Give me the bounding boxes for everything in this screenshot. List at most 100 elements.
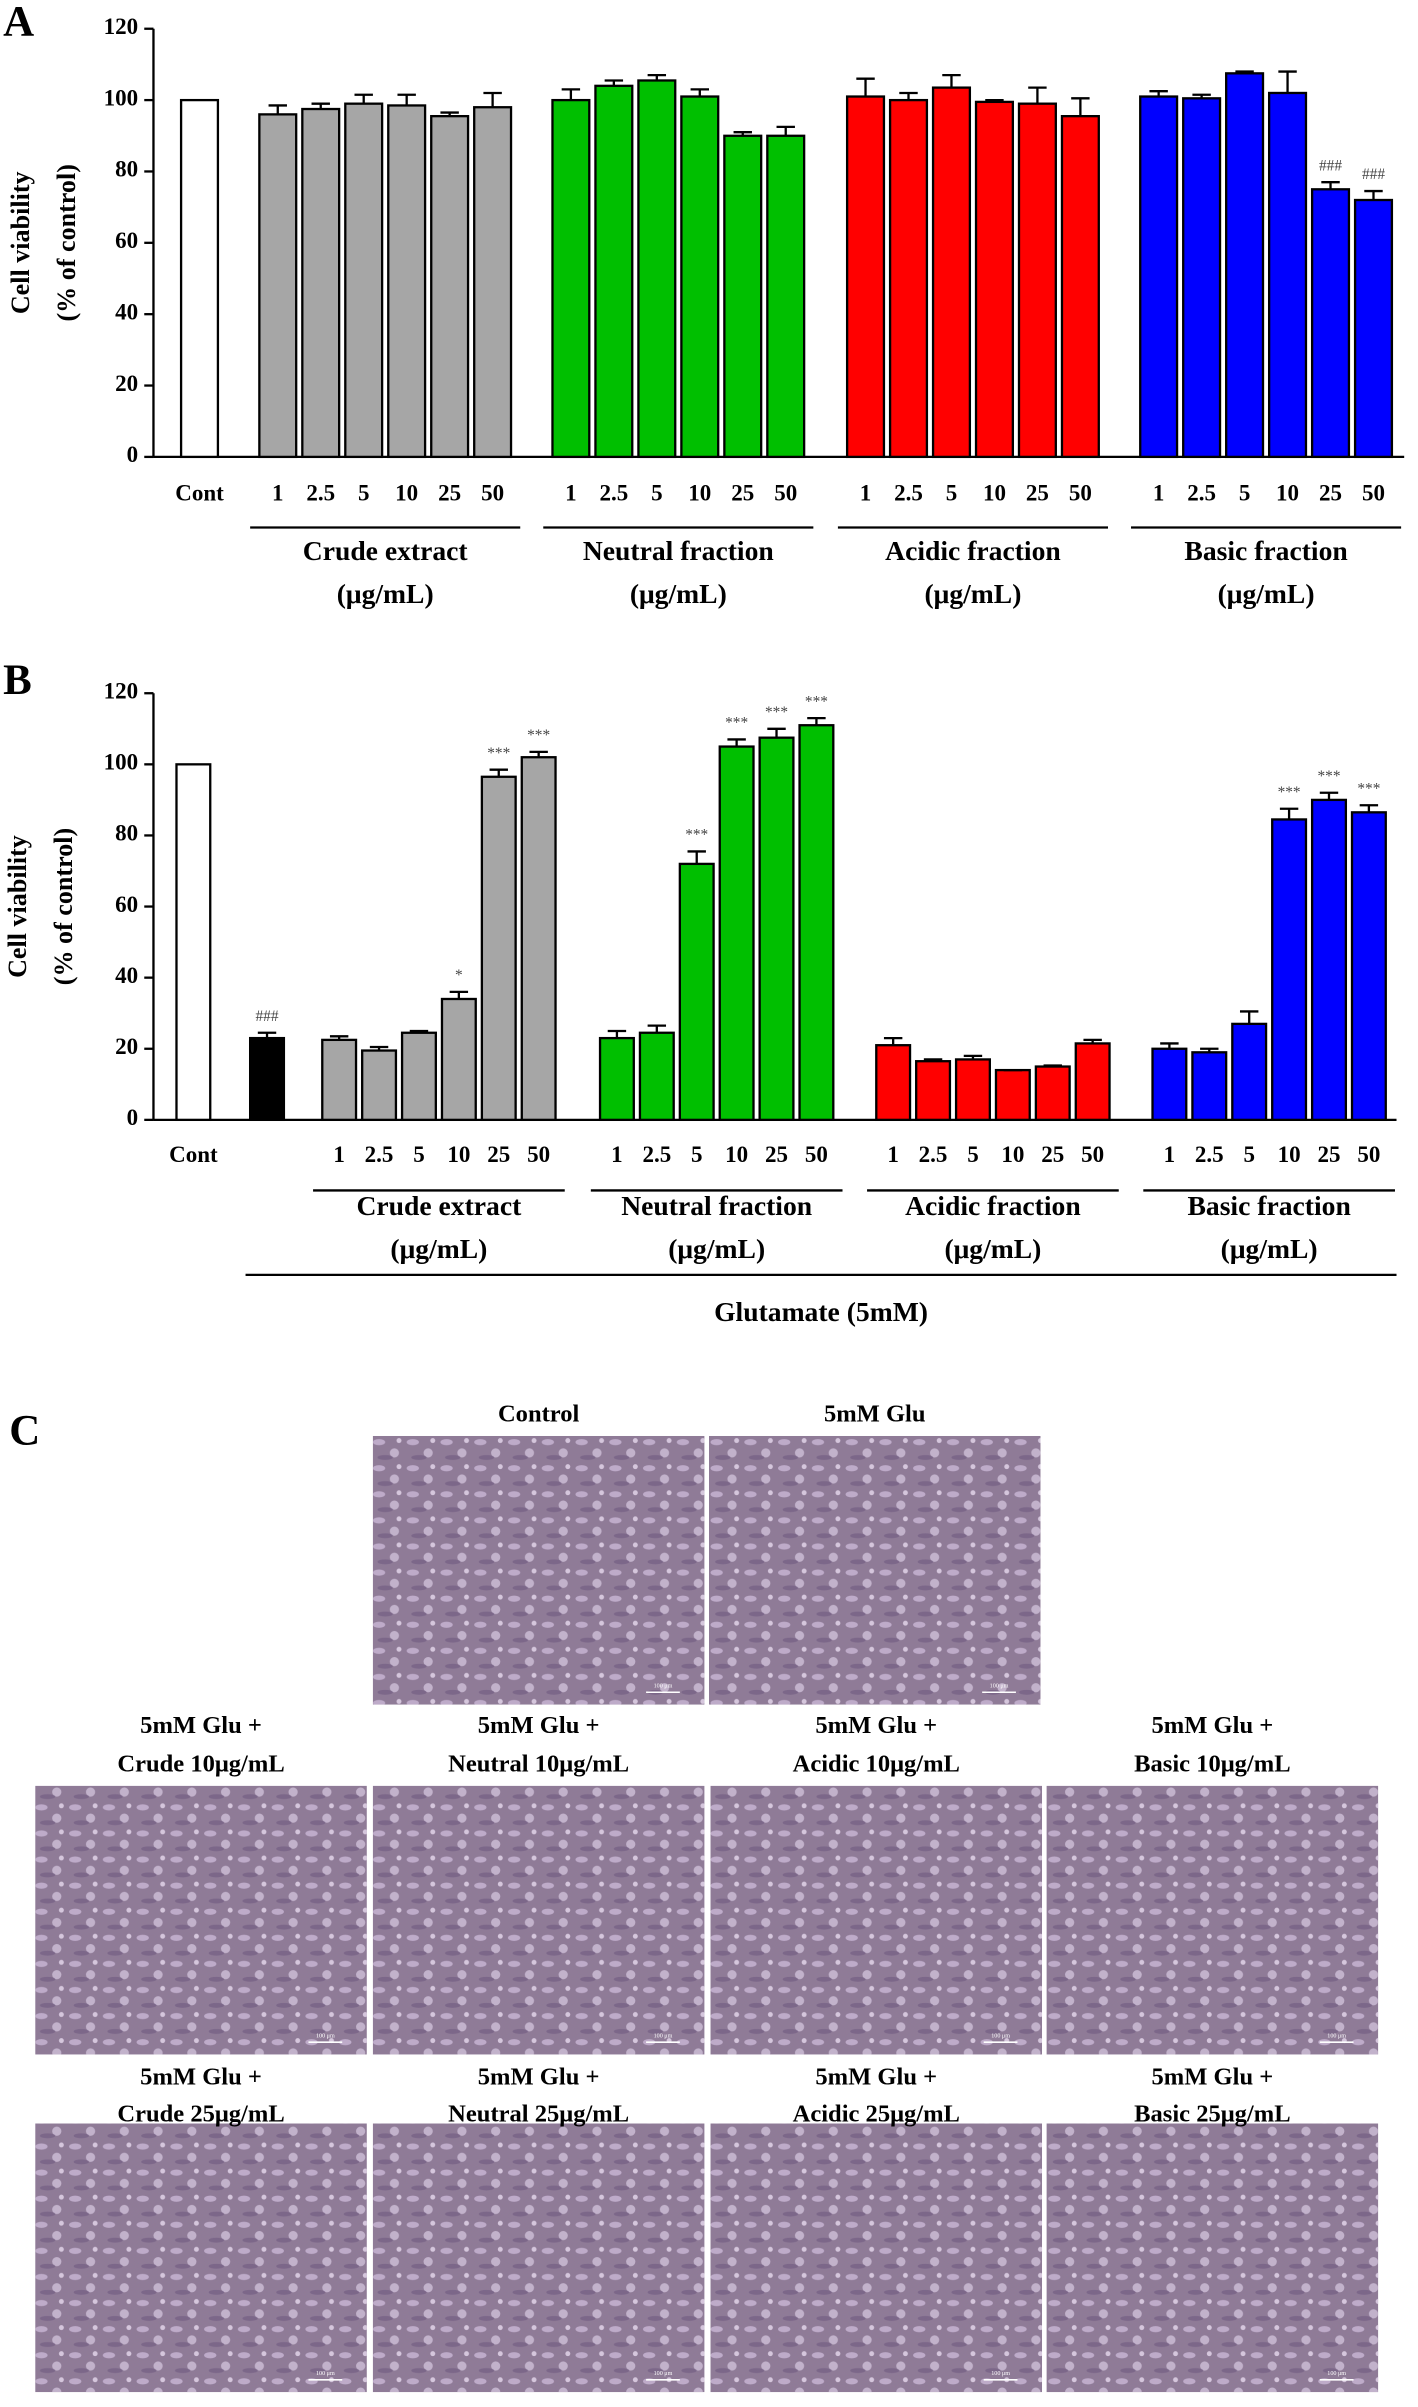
x-tick-label: Cont [175, 480, 224, 506]
error-bar [1028, 86, 1047, 104]
y-tick-label: 80 [115, 156, 138, 182]
caption: 5mM Glu + [1152, 1712, 1274, 1739]
x-tick-label: 25 [731, 480, 754, 506]
bar [258, 113, 298, 459]
x-tick-label: 10 [983, 480, 1006, 506]
error-bar [856, 77, 875, 97]
error-bar [529, 750, 548, 758]
bar [637, 79, 677, 459]
bar [1353, 198, 1394, 459]
x-tick-label: 5 [1243, 1141, 1255, 1167]
caption: Neutral 25μg/mL [448, 2100, 629, 2127]
x-tick-label: 5 [358, 480, 370, 506]
bar [1139, 95, 1179, 459]
x-tick-label: 1 [1164, 1141, 1176, 1167]
bar [387, 104, 427, 459]
x-tick-label: 2.5 [642, 1141, 671, 1167]
span-label: Glutamate (5mM) [714, 1296, 928, 1327]
bar [598, 1036, 635, 1122]
bar [473, 106, 513, 459]
scale-bar-label: 100 μm [654, 2033, 673, 2039]
x-tick-label: 25 [1319, 480, 1342, 506]
bar [680, 95, 720, 459]
group-label: Crude extract [303, 535, 469, 566]
error-bar [561, 88, 581, 101]
scale-bar-label: 100 μm [1327, 2371, 1346, 2377]
micrograph-texture [710, 1785, 1043, 2055]
x-tick-label: 5 [651, 480, 663, 506]
error-bar [1160, 1042, 1179, 1049]
bar [1350, 811, 1387, 1122]
x-tick-label: 1 [611, 1141, 623, 1167]
micrograph-texture [372, 1785, 705, 2055]
error-bar [1278, 70, 1297, 93]
y-axis-label: Cell viability [3, 835, 32, 978]
bar [520, 756, 557, 1122]
error-bar [767, 727, 786, 738]
bar [400, 1031, 437, 1122]
bar [758, 736, 795, 1122]
x-tick-label: 10 [1278, 1141, 1301, 1167]
y-tick-label: 100 [104, 84, 138, 110]
error-bar [397, 93, 416, 106]
group-label: Acidic fraction [885, 535, 1061, 566]
x-tick-label: 1 [565, 480, 577, 506]
micrograph-texture [710, 2123, 1043, 2393]
x-tick-label: 50 [527, 1141, 550, 1167]
bar [1017, 102, 1057, 459]
panel-label: C [9, 1407, 40, 1454]
y-tick-label: 100 [104, 749, 138, 775]
bar [321, 1038, 358, 1122]
significance-label: * [455, 967, 463, 984]
x-tick-label: 50 [1362, 480, 1385, 506]
caption: Neutral 10μg/mL [448, 1751, 629, 1778]
group-unit: (μg/mL) [390, 1233, 487, 1264]
panel-label: A [3, 0, 34, 46]
x-tick-label: 5 [691, 1141, 703, 1167]
caption: 5mM Glu + [140, 1712, 262, 1739]
x-tick-label: 2.5 [599, 480, 628, 506]
error-bar [369, 1045, 389, 1051]
bar [723, 134, 763, 459]
scale-bar-label: 100 μm [1327, 2033, 1346, 2039]
error-bar [733, 131, 752, 136]
bar [798, 724, 835, 1122]
bar [954, 1058, 991, 1122]
significance-label: *** [685, 827, 708, 844]
error-bar [1149, 90, 1168, 97]
caption: 5mM Glu + [478, 2064, 600, 2091]
bar [1310, 798, 1348, 1122]
caption: 5mM Glu + [815, 2064, 937, 2091]
group-label: Crude extract [356, 1190, 522, 1221]
x-tick-label: 2.5 [894, 480, 923, 506]
error-bar [942, 73, 961, 88]
error-bar [268, 104, 287, 115]
caption: Acidic 25μg/mL [793, 2100, 960, 2127]
x-tick-label: 2.5 [919, 1141, 948, 1167]
y-tick-label: 40 [115, 962, 138, 988]
bar [638, 1031, 675, 1122]
x-tick-label: 10 [688, 480, 711, 506]
error-bar [1192, 93, 1211, 99]
bar [888, 98, 929, 459]
micrograph-texture [1046, 1785, 1379, 2055]
x-tick-label: 10 [725, 1141, 748, 1167]
bar [1191, 1051, 1228, 1122]
x-tick-label: Cont [169, 1141, 218, 1167]
significance-label: *** [1317, 768, 1340, 785]
bar [301, 107, 341, 459]
significance-label: ### [256, 1008, 279, 1025]
y-tick-label: 0 [127, 1104, 139, 1130]
group-label: Neutral fraction [583, 535, 774, 566]
bar [845, 95, 886, 459]
x-tick-label: 25 [765, 1141, 788, 1167]
bar [344, 102, 384, 459]
x-tick-label: 50 [805, 1141, 828, 1167]
bar [1310, 188, 1351, 459]
x-tick-label: 50 [774, 480, 797, 506]
y-tick-label: 120 [104, 13, 138, 39]
error-bar [311, 102, 330, 110]
scale-bar-label: 100 μm [654, 2371, 673, 2377]
error-bar [1083, 1038, 1102, 1044]
error-bar [1071, 97, 1090, 117]
